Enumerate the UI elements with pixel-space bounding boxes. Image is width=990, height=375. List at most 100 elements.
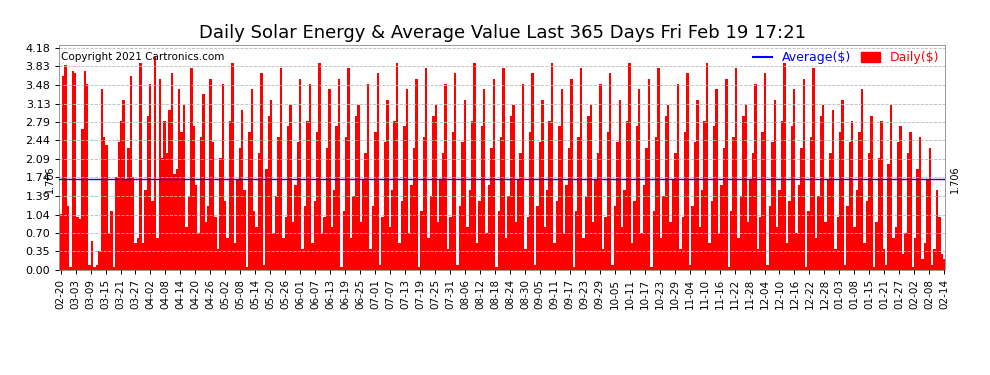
Bar <box>585 195 587 270</box>
Bar <box>188 195 190 270</box>
Bar <box>200 137 202 270</box>
Bar <box>403 126 406 270</box>
Bar <box>379 265 381 270</box>
Bar <box>341 267 343 270</box>
Bar <box>548 121 550 270</box>
Bar <box>846 206 848 270</box>
Bar <box>500 137 503 270</box>
Bar <box>652 211 655 270</box>
Bar <box>803 78 805 270</box>
Bar <box>406 89 408 270</box>
Bar <box>716 89 718 270</box>
Bar <box>863 243 865 270</box>
Bar <box>805 267 808 270</box>
Bar <box>284 217 287 270</box>
Bar <box>728 267 730 270</box>
Bar <box>408 233 411 270</box>
Bar <box>466 228 468 270</box>
Bar <box>550 63 553 270</box>
Bar <box>713 126 716 270</box>
Bar <box>287 126 289 270</box>
Bar <box>696 100 699 270</box>
Bar <box>909 132 912 270</box>
Bar <box>205 222 207 270</box>
Bar <box>478 201 480 270</box>
Bar <box>346 137 347 270</box>
Bar <box>636 126 638 270</box>
Bar <box>74 73 76 270</box>
Bar <box>248 132 250 270</box>
Bar <box>260 73 262 270</box>
Bar <box>229 121 232 270</box>
Bar <box>425 68 428 270</box>
Bar <box>815 238 817 270</box>
Bar <box>832 110 835 270</box>
Bar <box>664 116 667 270</box>
Bar <box>853 228 856 270</box>
Bar <box>885 265 887 270</box>
Bar <box>662 195 664 270</box>
Bar <box>396 63 398 270</box>
Bar <box>939 217 940 270</box>
Bar <box>381 217 384 270</box>
Bar <box>241 110 244 270</box>
Bar <box>306 121 309 270</box>
Bar <box>362 180 364 270</box>
Bar <box>367 84 369 270</box>
Bar <box>742 116 744 270</box>
Bar <box>537 206 539 270</box>
Bar <box>634 201 636 270</box>
Bar <box>227 238 229 270</box>
Bar <box>391 190 393 270</box>
Bar <box>522 84 525 270</box>
Bar <box>674 153 677 270</box>
Bar <box>217 249 219 270</box>
Bar <box>810 137 813 270</box>
Bar <box>830 153 832 270</box>
Bar <box>749 180 751 270</box>
Bar <box>568 148 570 270</box>
Bar <box>602 249 604 270</box>
Bar <box>788 201 790 270</box>
Bar <box>354 116 357 270</box>
Bar <box>594 180 597 270</box>
Bar <box>544 228 546 270</box>
Bar <box>781 121 783 270</box>
Bar <box>835 249 837 270</box>
Bar <box>81 129 83 270</box>
Bar <box>456 265 458 270</box>
Bar <box>553 243 555 270</box>
Bar <box>679 249 681 270</box>
Bar <box>328 89 331 270</box>
Bar <box>156 238 158 270</box>
Bar <box>505 238 507 270</box>
Bar <box>929 148 931 270</box>
Bar <box>418 267 420 270</box>
Bar <box>461 142 463 270</box>
Bar <box>517 180 520 270</box>
Bar <box>127 148 130 270</box>
Bar <box>560 89 563 270</box>
Bar <box>401 201 403 270</box>
Bar <box>297 142 299 270</box>
Bar <box>289 105 292 270</box>
Bar <box>892 238 895 270</box>
Bar <box>786 243 788 270</box>
Bar <box>304 206 306 270</box>
Bar <box>555 201 558 270</box>
Bar <box>790 126 793 270</box>
Bar <box>163 121 166 270</box>
Bar <box>773 100 776 270</box>
Bar <box>746 222 749 270</box>
Bar <box>667 105 669 270</box>
Bar <box>428 238 430 270</box>
Bar <box>473 63 476 270</box>
Bar <box>897 142 900 270</box>
Bar <box>86 84 88 270</box>
Bar <box>483 89 485 270</box>
Bar <box>619 100 621 270</box>
Bar <box>771 142 773 270</box>
Bar <box>105 145 108 270</box>
Bar <box>880 121 882 270</box>
Bar <box>471 121 473 270</box>
